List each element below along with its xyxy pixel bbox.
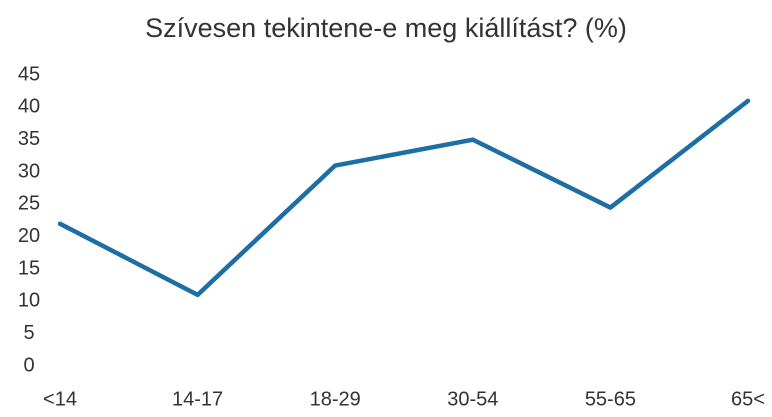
y-tick-label: 25 — [18, 193, 40, 215]
x-tick-label: <14 — [43, 388, 77, 410]
x-tick-label: 18-29 — [310, 388, 361, 410]
y-tick-label: 5 — [23, 322, 34, 344]
y-tick-label: 15 — [18, 257, 40, 279]
x-tick-label: 65< — [731, 388, 765, 410]
chart-title: Szívesen tekintene-e meg kiállítást? (%) — [145, 13, 627, 43]
x-tick-label: 14-17 — [172, 388, 223, 410]
x-tick-label: 55-65 — [585, 388, 636, 410]
y-tick-label: 0 — [23, 354, 34, 376]
y-tick-label: 20 — [18, 225, 40, 247]
y-tick-label: 35 — [18, 128, 40, 150]
line-series — [57, 98, 751, 298]
y-tick-label: 30 — [18, 160, 40, 182]
x-tick-label: 30-54 — [447, 388, 498, 410]
y-tick-label: 10 — [18, 290, 40, 312]
y-tick-label: 40 — [18, 96, 40, 118]
y-tick-label: 45 — [18, 63, 40, 85]
